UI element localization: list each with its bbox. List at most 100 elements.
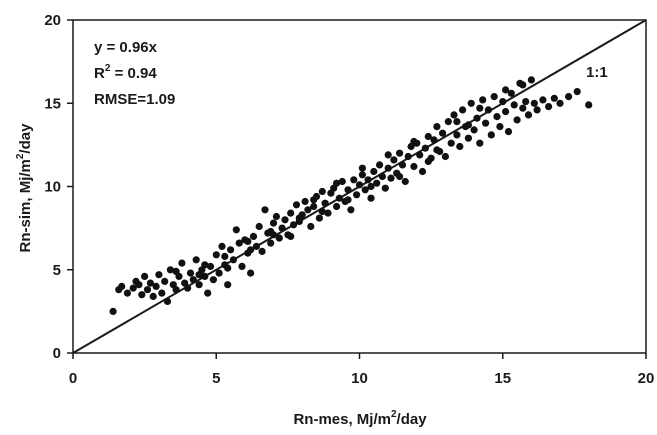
- data-point: [184, 284, 192, 292]
- data-point: [258, 247, 266, 255]
- data-point: [141, 272, 149, 280]
- x-tick-label: 20: [638, 370, 655, 387]
- x-axis-ticks: 0 5 10 15 20: [69, 353, 655, 387]
- data-point: [290, 221, 298, 229]
- data-point: [275, 234, 283, 242]
- data-point: [487, 131, 495, 139]
- data-point: [433, 146, 441, 154]
- data-point: [247, 269, 255, 277]
- data-point: [224, 264, 232, 272]
- data-point: [550, 94, 558, 102]
- data-point: [249, 232, 258, 240]
- data-point: [353, 191, 361, 199]
- data-point: [158, 289, 166, 297]
- data-point: [453, 131, 461, 139]
- data-point: [123, 289, 131, 297]
- data-point: [338, 177, 346, 186]
- data-point: [456, 142, 464, 151]
- data-point: [384, 164, 392, 172]
- data-point: [244, 237, 252, 245]
- data-point: [109, 307, 117, 315]
- data-point: [527, 76, 536, 84]
- data-point: [355, 181, 364, 189]
- x-tick-label: 15: [494, 370, 511, 387]
- data-point: [201, 272, 209, 280]
- data-point: [221, 252, 229, 260]
- data-point: [433, 123, 441, 131]
- data-point: [387, 174, 395, 182]
- y-axis-title: Rn-sim, Mj/m2/day: [15, 123, 34, 253]
- x-tick-label: 0: [69, 370, 77, 387]
- data-point: [370, 167, 378, 176]
- data-point: [189, 276, 197, 284]
- data-point: [439, 129, 447, 137]
- data-point: [247, 246, 255, 254]
- data-point: [396, 149, 404, 157]
- data-point: [424, 157, 432, 166]
- data-point: [281, 216, 289, 224]
- data-point: [381, 184, 389, 192]
- data-point: [267, 239, 275, 247]
- data-point: [507, 89, 515, 97]
- data-point: [129, 284, 137, 292]
- y-tick-label: 15: [44, 95, 61, 112]
- regression-equation: y = 0.96x: [94, 39, 158, 56]
- data-point: [510, 101, 518, 109]
- data-point: [344, 196, 352, 204]
- data-point: [212, 251, 220, 259]
- data-point: [364, 176, 372, 184]
- data-point: [401, 177, 409, 186]
- data-point: [358, 171, 366, 179]
- data-point: [545, 103, 553, 111]
- data-point: [232, 226, 240, 234]
- data-point: [467, 99, 475, 107]
- data-point: [502, 86, 510, 94]
- data-point: [444, 118, 452, 126]
- data-point: [195, 281, 203, 289]
- data-point: [292, 201, 301, 209]
- data-point: [479, 96, 487, 104]
- data-point: [118, 282, 126, 290]
- y-tick-label: 20: [44, 12, 61, 29]
- data-point: [450, 111, 458, 119]
- data-point: [146, 279, 154, 287]
- data-point: [404, 152, 412, 161]
- data-point: [324, 209, 332, 217]
- rmse-annotation: RMSE=1.09: [94, 91, 175, 108]
- data-point: [333, 202, 341, 211]
- data-point: [161, 277, 169, 285]
- data-point: [502, 108, 510, 116]
- data-point: [390, 156, 398, 164]
- data-point: [539, 96, 547, 104]
- data-point: [530, 99, 538, 107]
- data-point: [209, 276, 217, 284]
- data-point: [269, 231, 278, 239]
- data-point: [384, 151, 392, 159]
- data-point: [373, 179, 381, 187]
- data-point: [301, 197, 309, 206]
- data-point: [358, 164, 366, 172]
- data-point: [398, 161, 407, 169]
- data-point: [493, 113, 501, 121]
- data-point: [421, 144, 429, 152]
- data-point: [464, 121, 472, 129]
- data-point: [378, 172, 386, 181]
- data-point: [519, 81, 527, 89]
- data-point: [333, 179, 341, 187]
- data-point: [287, 209, 295, 217]
- data-point: [172, 267, 180, 275]
- data-point: [350, 176, 358, 184]
- data-point: [585, 101, 593, 109]
- data-points: [109, 76, 593, 315]
- data-point: [192, 256, 200, 264]
- data-point: [163, 297, 172, 305]
- data-point: [476, 139, 484, 147]
- data-point: [565, 93, 573, 101]
- data-point: [315, 214, 323, 222]
- x-tick-label: 5: [212, 370, 220, 387]
- data-point: [367, 182, 375, 191]
- data-point: [464, 134, 472, 142]
- data-point: [201, 261, 209, 269]
- data-point: [519, 104, 527, 112]
